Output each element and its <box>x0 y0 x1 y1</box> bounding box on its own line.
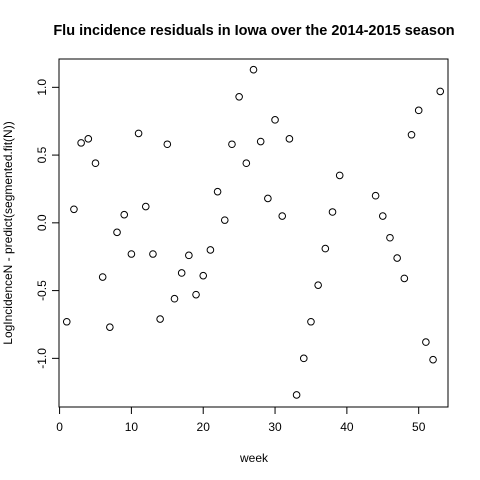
x-tick-label: 20 <box>197 420 211 434</box>
data-point <box>371 191 380 200</box>
data-point <box>235 93 243 101</box>
data-point <box>400 274 409 283</box>
data-point <box>113 228 121 237</box>
data-point <box>393 254 401 262</box>
data-point <box>436 87 445 96</box>
data-point <box>220 216 229 224</box>
data-point <box>335 171 344 180</box>
data-point <box>429 355 437 364</box>
data-point <box>264 194 272 203</box>
data-point <box>314 281 322 289</box>
data-point <box>321 244 330 253</box>
data-point <box>278 212 287 220</box>
plot-frame <box>58 58 449 408</box>
x-tick-label: 30 <box>268 420 282 434</box>
data-point <box>285 135 294 143</box>
y-tick-label: -0.5 <box>35 280 49 301</box>
y-tick-label: 1.0 <box>35 79 49 96</box>
data-point <box>156 315 164 323</box>
data-point <box>177 269 186 277</box>
x-axis-label: week <box>239 451 269 465</box>
x-tick-label: 50 <box>412 420 426 434</box>
data-point <box>120 210 129 219</box>
data-point <box>170 294 179 303</box>
data-point <box>271 116 279 124</box>
data-point <box>98 273 107 281</box>
y-axis: -1.0 -0.5 0.0 0.5 1.0 <box>35 79 60 369</box>
data-point <box>134 129 143 138</box>
chart-title: Flu incidence residuals in Iowa over the… <box>53 23 454 39</box>
data-point <box>249 65 258 74</box>
data-point <box>84 135 93 143</box>
y-tick-label: 0.5 <box>35 146 49 163</box>
data-point <box>407 130 416 139</box>
data-point <box>199 271 208 280</box>
data-point <box>242 159 251 168</box>
data-point <box>62 317 71 326</box>
data-point <box>213 187 222 196</box>
data-point <box>422 338 430 346</box>
data-point <box>149 250 157 258</box>
data-point <box>414 106 423 115</box>
data-point <box>127 250 136 258</box>
y-tick-label: -1.0 <box>35 348 49 369</box>
data-point <box>163 140 172 149</box>
data-point <box>192 290 200 299</box>
data-point <box>141 202 150 211</box>
x-tick-label: 0 <box>56 420 63 434</box>
data-point <box>292 391 301 399</box>
y-axis-label: LogIncidenceN - predict(segmented.fit(N)… <box>1 121 15 344</box>
data-point <box>307 317 315 326</box>
data-point <box>77 139 85 147</box>
data-point <box>185 251 193 260</box>
x-tick-label: 10 <box>125 420 139 434</box>
y-tick-label: 0.0 <box>35 214 49 231</box>
x-axis: 0 10 20 30 40 50 <box>56 406 426 434</box>
data-point <box>228 140 236 149</box>
data-point <box>256 137 265 146</box>
data-point <box>91 159 100 168</box>
data-point <box>378 212 387 220</box>
data-points <box>62 65 445 399</box>
data-point <box>299 354 308 363</box>
data-point <box>386 233 394 242</box>
data-point <box>106 323 114 331</box>
data-point <box>328 208 337 216</box>
data-point <box>70 205 78 214</box>
data-point <box>206 246 215 254</box>
x-tick-label: 40 <box>340 420 354 434</box>
